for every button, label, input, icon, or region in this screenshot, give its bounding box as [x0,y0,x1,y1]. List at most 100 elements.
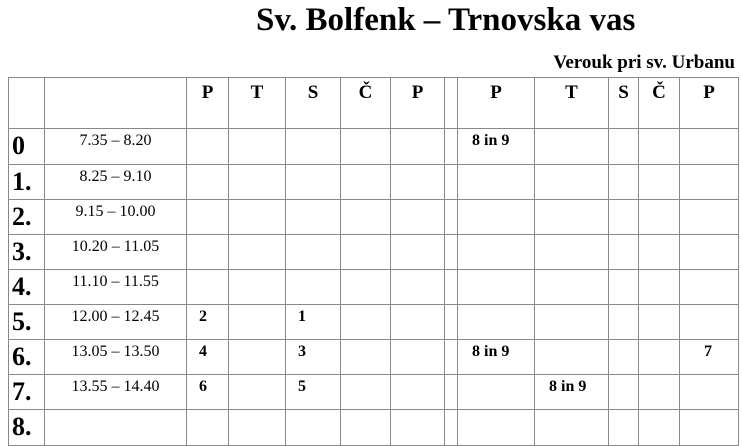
schedule-cell [534,199,609,235]
schedule-cell [457,199,535,235]
schedule-cell [534,164,609,200]
schedule-cell [340,374,391,410]
schedule-cell [638,128,680,165]
period-number: 0 [8,128,45,165]
schedule-cell [228,269,286,305]
schedule-cell [390,409,445,446]
schedule-cell [340,304,391,340]
schedule-cell [534,304,609,340]
schedule-cell [390,199,445,235]
schedule-cell [457,234,535,270]
table-row: 1. 8.25 – 9.10 [8,164,739,200]
schedule-cell [340,199,391,235]
schedule-cell [638,409,680,446]
period-number: 5. [8,304,45,340]
schedule-cell [679,374,739,410]
table-row: 8. [8,409,739,446]
schedule-cell [534,269,609,305]
table-row: 0 7.35 – 8.20 8 in 9 [8,128,739,165]
schedule-cell [608,339,639,375]
schedule-cell [444,374,458,410]
schedule-cell [444,339,458,375]
schedule-cell [534,128,609,165]
schedule-cell [285,199,341,235]
schedule-cell [638,234,680,270]
schedule-cell [228,164,286,200]
schedule-cell [608,374,639,410]
schedule-cell [228,374,286,410]
table-row: 6. 13.05 – 13.50 4 3 8 in 9 7 [8,339,739,375]
header-cell: Č [340,77,391,129]
schedule-cell [285,269,341,305]
schedule-cell [608,234,639,270]
header-cell [8,77,45,129]
schedule-cell [444,199,458,235]
schedule-cell [186,164,229,200]
header-cell [444,77,458,129]
period-number: 6. [8,339,45,375]
schedule-cell [186,269,229,305]
schedule-cell [444,128,458,165]
header-cell: P [679,77,739,129]
schedule-cell [638,339,680,375]
period-time: 8.25 – 9.10 [44,164,187,200]
schedule-cell [608,269,639,305]
schedule-cell [390,304,445,340]
schedule-cell [390,234,445,270]
schedule-cell: 8 in 9 [457,128,535,165]
subtitle: Verouk pri sv. Urbanu [553,52,735,73]
table-row: 2. 9.15 – 10.00 [8,199,739,235]
period-time: 10.20 – 11.05 [44,234,187,270]
header-cell: Č [638,77,680,129]
schedule-cell [444,269,458,305]
schedule-cell [444,409,458,446]
schedule-cell [679,164,739,200]
schedule-cell [444,164,458,200]
header-cell: P [390,77,445,129]
schedule-cell: 7 [679,339,739,375]
schedule-cell [608,304,639,340]
schedule-cell: 1 [285,304,341,340]
period-number: 4. [8,269,45,305]
period-time: 12.00 – 12.45 [44,304,187,340]
schedule-cell [457,409,535,446]
schedule-cell [679,234,739,270]
schedule-cell [679,409,739,446]
schedule-cell [638,304,680,340]
schedule-cell [444,304,458,340]
schedule-cell [186,234,229,270]
schedule-cell [228,128,286,165]
schedule-cell [390,164,445,200]
schedule-cell [457,304,535,340]
schedule-cell [638,374,680,410]
schedule-cell [340,128,391,165]
schedule-cell: 4 [186,339,229,375]
schedule-cell [679,269,739,305]
schedule-cell [186,409,229,446]
schedule-cell [457,374,535,410]
schedule-cell [457,164,535,200]
schedule-cell [340,409,391,446]
schedule-cell [186,128,229,165]
schedule-cell [340,339,391,375]
header-cell [44,77,187,129]
period-number: 2. [8,199,45,235]
schedule-cell [608,409,639,446]
schedule-cell [608,128,639,165]
header-cell: P [186,77,229,129]
schedule-cell [679,128,739,165]
header-cell: S [285,77,341,129]
schedule-cell [285,164,341,200]
header-cell: S [608,77,639,129]
header-cell: P [457,77,535,129]
schedule-cell [228,409,286,446]
schedule-cell [340,164,391,200]
schedule-cell [638,269,680,305]
schedule-cell [228,199,286,235]
schedule-cell [340,234,391,270]
schedule-cell [228,304,286,340]
schedule-cell [679,199,739,235]
schedule-cell [340,269,391,305]
schedule-cell: 5 [285,374,341,410]
